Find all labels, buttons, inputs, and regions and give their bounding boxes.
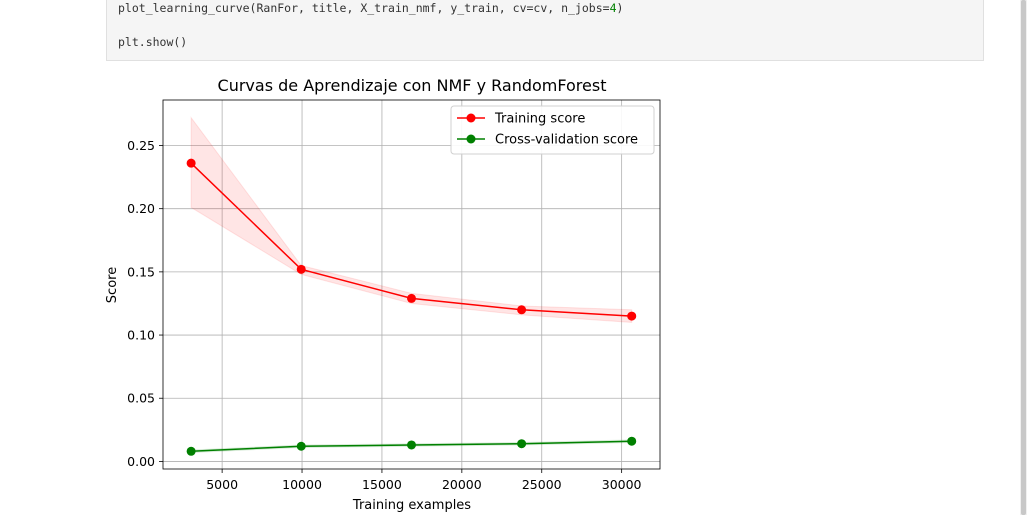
y-tick-label: 0.20 (127, 201, 155, 216)
y-tick-label: 0.15 (127, 264, 155, 279)
series-0-point (517, 305, 527, 315)
series-0-point (407, 293, 416, 303)
x-tick-label: 5000 (206, 477, 238, 492)
x-tick-label: 20000 (442, 477, 482, 492)
series-1-point (517, 439, 527, 449)
code-line-show: plt.show() (118, 35, 188, 49)
x-tick-label: 25000 (522, 477, 562, 492)
legend-label: Training score (494, 112, 585, 127)
series-0-point (627, 311, 637, 321)
series-1-point (627, 436, 637, 446)
plot-area: 5000 10000 15000 20000 25000 30000 0.00 0.05 0.1… (127, 99, 661, 492)
code-cell[interactable]: plot_learning_curve(RanFor, title, X_tra… (106, 0, 984, 61)
series-0-point (296, 264, 306, 274)
series-0-point (186, 158, 196, 168)
code-line-plot-call: plot_learning_curve(RanFor, title, X_tra… (118, 1, 624, 15)
y-tick-label: 0.00 (127, 454, 155, 469)
axes-frame (162, 99, 661, 470)
y-tick-label: 0.10 (127, 328, 155, 343)
legend-label: Cross-validation score (495, 133, 638, 148)
chart-title: Curvas de Aprendizaje con NMF y RandomFo… (218, 76, 607, 95)
y-axis-label: Score (105, 267, 120, 303)
legend: Training score Cross-validation score (450, 105, 655, 155)
legend-swatch-marker (466, 113, 476, 123)
x-tick-label: 10000 (282, 477, 322, 492)
y-tick-label: 0.25 (127, 138, 155, 153)
y-tick-label: 0.05 (127, 391, 155, 406)
legend-box (450, 105, 655, 155)
learning-curve-chart: Curvas de Aprendizaje con NMF y RandomFo… (105, 76, 661, 513)
x-tick-label: 30000 (602, 477, 642, 492)
x-axis-label: Training examples (352, 498, 471, 513)
scrollbar[interactable] (1020, 0, 1027, 515)
legend-swatch-marker (466, 134, 476, 144)
series-1-point (407, 440, 416, 450)
series-1-point (296, 441, 306, 451)
series-1-point (186, 446, 196, 456)
x-tick-label: 15000 (362, 477, 402, 492)
scrollbar-thumb[interactable] (1021, 0, 1026, 515)
